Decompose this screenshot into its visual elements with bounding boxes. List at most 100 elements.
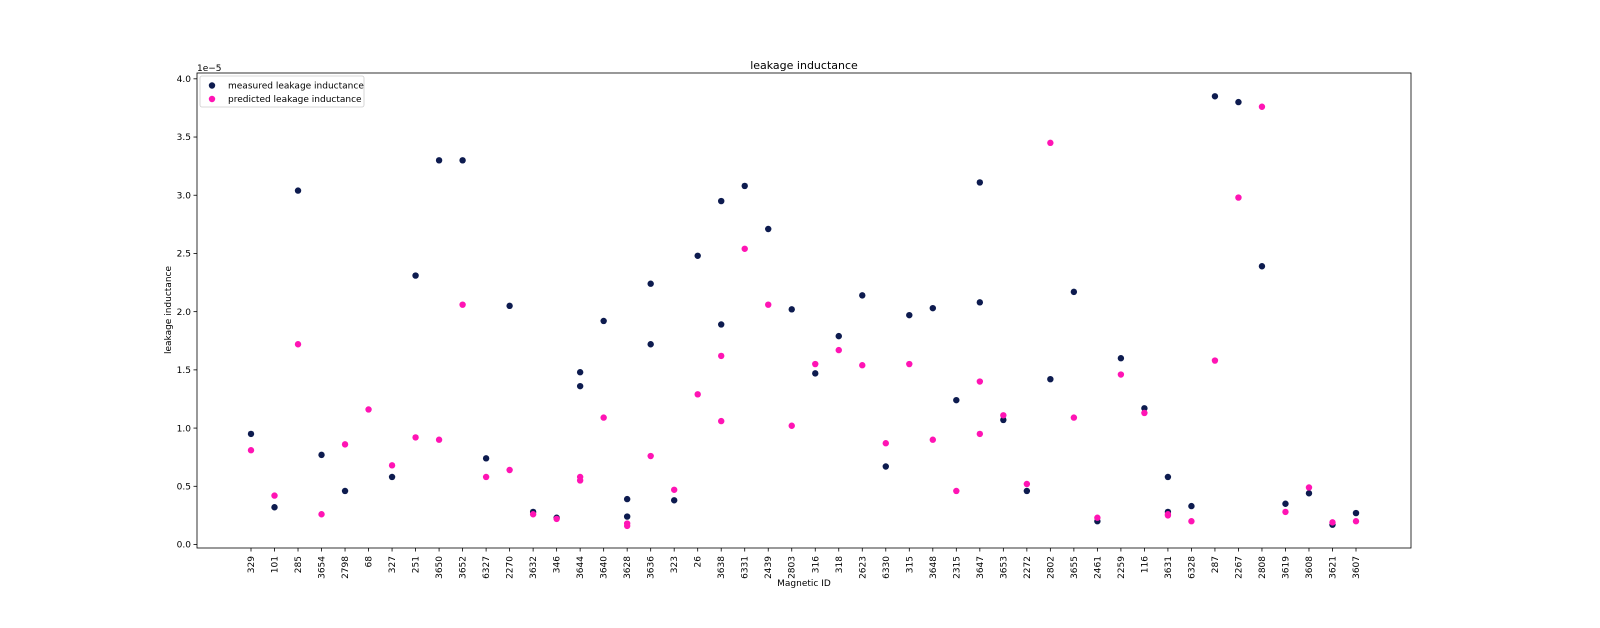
data-point [694,252,701,259]
data-point [435,436,443,443]
data-point [1023,480,1031,488]
y-tick-label: 2.5 [177,250,191,260]
x-tick-label: 3631 [1164,556,1174,579]
data-point [812,370,819,377]
data-point [1023,487,1031,495]
x-tick-label: 3655 [1070,556,1080,579]
y-tick-label: 3.5 [177,133,191,143]
data-point [882,463,889,470]
y-tick-label: 1.0 [177,424,192,434]
data-point [1211,93,1219,100]
data-point [694,391,701,398]
data-point [976,430,984,438]
data-point [788,306,795,313]
data-point [1164,473,1172,481]
data-point [247,447,255,454]
data-point [741,182,748,190]
legend: measured leakage inductance predicted le… [199,75,365,108]
legend-label-measured: measured leakage inductance [228,82,364,92]
data-point [1117,371,1125,378]
y-tick-label: 1.5 [177,366,191,376]
x-tick-label: 116 [1140,556,1150,573]
x-tick-label: 3638 [717,556,727,579]
plot-area: 0.0 0.5 1.0 1.5 2.0 2.5 3.0 3.5 4.0 329 101 285 365… [177,72,1412,579]
y-tick-label: 4.0 [177,75,192,85]
data-markers [247,93,1360,530]
data-point [1141,409,1148,417]
data-point [247,430,255,438]
series-predicted [247,103,1360,530]
data-point [271,504,278,511]
data-point [623,513,631,520]
data-point [647,452,654,460]
data-point [1258,263,1266,270]
x-tick-label: 2270 [506,556,516,579]
data-point [929,436,937,443]
data-point [506,302,513,310]
x-tick-label: 327 [388,556,398,573]
data-point [600,414,607,421]
data-point [976,179,984,186]
data-point [1258,103,1266,110]
legend-box [199,75,365,108]
data-point [1305,490,1313,497]
data-point [553,515,560,523]
data-point [765,301,772,308]
x-tick-label: 6327 [482,556,492,579]
data-point [435,157,443,164]
data-point [906,311,913,319]
data-point [294,187,302,194]
data-point [600,317,607,325]
y-tick-label: 3.0 [177,191,192,201]
x-tick-label: 3644 [576,556,586,579]
data-point [718,321,725,328]
data-point [953,487,960,495]
x-tick-label: 26 [694,556,704,568]
y-axis-offset-text: 1e−5 [197,64,222,74]
data-point [1235,98,1242,106]
plot-frame [196,72,1412,549]
data-point [788,422,795,429]
data-point [506,466,513,474]
data-point [1164,512,1172,519]
x-tick-label: 287 [1211,556,1221,573]
x-tick-label: 329 [247,556,257,573]
x-tick-label: 2461 [1093,556,1103,579]
data-point [718,352,725,360]
data-point [1188,518,1195,525]
data-point [647,280,654,287]
y-tick-label: 0.0 [177,541,192,551]
series-measured [247,93,1360,528]
x-tick-label: 315 [905,556,915,573]
data-point [976,299,984,306]
data-point [835,346,842,354]
data-point [459,157,466,164]
data-point [1211,357,1219,364]
data-point [318,451,325,459]
data-point [1000,416,1007,424]
x-tick-label: 323 [670,556,680,573]
data-point [741,245,748,252]
data-point [412,272,419,279]
data-point [576,369,584,376]
x-tick-label: 251 [412,556,422,573]
data-point [718,417,725,425]
x-tick-label: 6328 [1187,556,1197,579]
x-axis-label: Magnetic ID [777,579,831,589]
legend-label-predicted: predicted leakage inductance [228,95,362,105]
data-point [1047,139,1054,147]
x-tick-label: 3607 [1352,556,1362,579]
x-tick-label: 2259 [1117,556,1127,579]
data-point [953,396,960,404]
x-tick-label: 6331 [741,556,751,579]
x-tick-label: 2267 [1234,556,1244,579]
x-tick-label: 3653 [999,556,1009,579]
x-tick-label: 346 [553,556,563,573]
data-point [529,511,537,518]
data-point [765,225,772,233]
y-tick-label: 2.0 [177,308,192,318]
x-tick-label: 6330 [882,556,892,579]
data-point [1329,519,1336,526]
x-tick-label: 68 [365,556,375,568]
y-axis-label: leakage inductance [164,266,174,354]
